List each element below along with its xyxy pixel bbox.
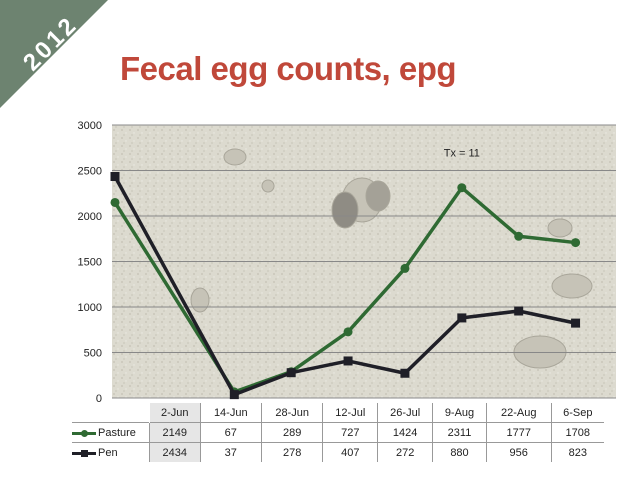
data-point-pen bbox=[343, 356, 353, 366]
table-row-pen: Pen 2434 37 278 407 272 880 956 823 bbox=[72, 442, 604, 462]
table-cell: 1777 bbox=[485, 422, 552, 443]
legend-pen: Pen bbox=[72, 442, 150, 462]
table-cell: 272 bbox=[377, 442, 433, 462]
data-table: 2-Jun 14-Jun 28-Jun 12-Jul 26-Jul 9-Aug … bbox=[72, 403, 604, 462]
table-header-cell: 12-Jul bbox=[322, 403, 378, 423]
table-cell: 727 bbox=[322, 422, 378, 443]
data-point-pasture bbox=[571, 238, 581, 248]
legend-swatch-pen bbox=[72, 448, 96, 458]
data-point-pasture bbox=[514, 231, 524, 241]
table-cell: 880 bbox=[432, 442, 487, 462]
y-tick-label: 1500 bbox=[78, 257, 102, 269]
data-point-pasture bbox=[110, 197, 120, 207]
table-header-cell: 9-Aug bbox=[432, 403, 487, 423]
table-cell: 1708 bbox=[550, 422, 604, 443]
legend-pasture: Pasture bbox=[72, 422, 150, 443]
table-cell: 67 bbox=[199, 422, 262, 443]
data-point-pasture bbox=[343, 327, 353, 337]
y-tick-label: 0 bbox=[96, 393, 102, 405]
y-tick-label: 2000 bbox=[78, 211, 102, 223]
table-header-cell: 6-Sep bbox=[550, 403, 604, 423]
table-cell: 289 bbox=[260, 422, 323, 443]
table-cell: 2149 bbox=[149, 422, 201, 443]
legend-label-pen: Pen bbox=[98, 446, 118, 459]
data-point-pen bbox=[514, 306, 524, 316]
table-header-cell: 26-Jul bbox=[377, 403, 433, 423]
data-point-pen bbox=[400, 368, 410, 378]
y-tick-label: 3000 bbox=[78, 120, 102, 132]
table-cell: 2434 bbox=[149, 442, 201, 462]
data-point-pasture bbox=[457, 183, 467, 193]
legend-label-pasture: Pasture bbox=[98, 426, 136, 439]
data-point-pen bbox=[229, 390, 239, 400]
table-cell: 37 bbox=[199, 442, 262, 462]
table-corner-cell bbox=[72, 403, 150, 423]
year-badge-background bbox=[0, 0, 108, 108]
table-cell: 278 bbox=[260, 442, 323, 462]
table-cell: 1424 bbox=[377, 422, 433, 443]
table-cell: 2311 bbox=[432, 422, 487, 443]
y-tick-label: 1000 bbox=[78, 302, 102, 314]
y-tick-label: 2500 bbox=[78, 166, 102, 178]
table-header-cell: 28-Jun bbox=[260, 403, 323, 423]
table-header-cell: 14-Jun bbox=[199, 403, 262, 423]
annotation-label: Tx = 11 bbox=[444, 147, 480, 159]
table-row-pasture: Pasture 2149 67 289 727 1424 2311 1777 1… bbox=[72, 422, 604, 443]
series-line-pasture bbox=[113, 185, 576, 394]
series-line-pen bbox=[113, 175, 576, 397]
data-point-pen bbox=[457, 313, 467, 323]
legend-swatch-pasture bbox=[72, 428, 96, 438]
data-point-pen bbox=[571, 318, 581, 328]
data-point-pasture bbox=[400, 263, 410, 273]
year-badge: 2012 bbox=[0, 0, 150, 150]
table-cell: 956 bbox=[485, 442, 552, 462]
table-header-cell: 22-Aug bbox=[485, 403, 552, 423]
table-header-row: 2-Jun 14-Jun 28-Jun 12-Jul 26-Jul 9-Aug … bbox=[72, 403, 604, 423]
data-point-pen bbox=[286, 368, 296, 378]
table-cell: 407 bbox=[322, 442, 378, 462]
data-point-pen bbox=[110, 172, 120, 182]
y-tick-label: 500 bbox=[84, 348, 102, 360]
table-cell: 823 bbox=[550, 442, 604, 462]
slide-title: Fecal egg counts, epg bbox=[120, 50, 457, 87]
table-header-cell: 2-Jun bbox=[149, 403, 201, 423]
